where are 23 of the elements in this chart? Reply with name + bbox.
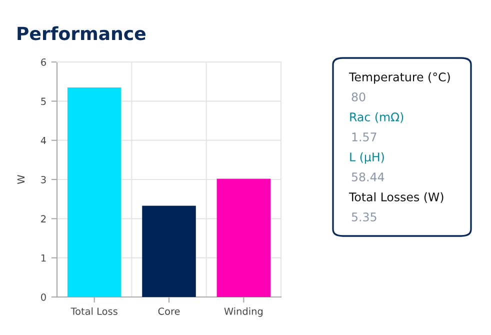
y-axis-title: W <box>17 175 24 184</box>
y-tick-label: 4 <box>40 136 46 144</box>
text: Total Losses (W) <box>348 192 444 203</box>
y-tick-label: 0 <box>41 293 46 301</box>
x-tick-label: Total Loss <box>70 307 118 315</box>
y-tick-label: 6 <box>41 58 46 66</box>
x-tick-label: Winding <box>224 307 263 317</box>
y-tick-label: 1 <box>41 254 46 262</box>
bar <box>216 178 271 297</box>
text: Rac (mΩ) <box>350 112 404 123</box>
x-tick-label: Core <box>158 308 180 315</box>
y-tick-label: 5 <box>41 98 46 105</box>
bar <box>142 206 196 297</box>
text: 1.57 <box>352 132 376 142</box>
y-tick-label: 2 <box>41 215 46 222</box>
bar <box>67 87 122 297</box>
text: Temperature (°C) <box>348 72 450 84</box>
text: 80 <box>352 92 366 102</box>
y-tick-label: 3 <box>41 176 46 184</box>
text: L (μH) <box>350 152 384 164</box>
text: 58.44 <box>352 172 384 182</box>
text: 5.35 <box>352 212 376 222</box>
chart-title: Performance <box>18 26 146 40</box>
